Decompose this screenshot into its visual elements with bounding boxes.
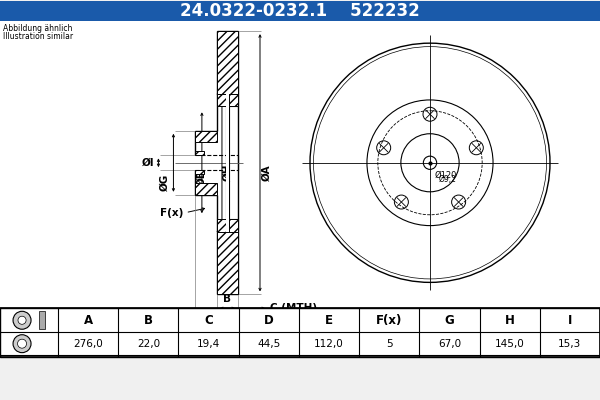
Text: 15,3: 15,3 <box>558 339 581 349</box>
Text: 24.0322-0232.1    522232: 24.0322-0232.1 522232 <box>180 2 420 20</box>
Text: ØE: ØE <box>197 170 207 186</box>
Text: A: A <box>83 314 92 327</box>
Bar <box>217 232 238 294</box>
Text: ØA: ØA <box>262 164 272 181</box>
Text: Ø120: Ø120 <box>435 171 457 180</box>
Bar <box>196 131 217 195</box>
Text: 112,0: 112,0 <box>314 339 344 349</box>
Text: 44,5: 44,5 <box>257 339 280 349</box>
Text: 145,0: 145,0 <box>495 339 524 349</box>
Circle shape <box>17 339 26 348</box>
Text: D: D <box>264 314 274 327</box>
Bar <box>39 311 45 329</box>
Bar <box>217 31 238 94</box>
Text: Illustration similar: Illustration similar <box>3 32 73 41</box>
Text: F(x): F(x) <box>160 208 184 218</box>
Bar <box>0 21 600 308</box>
Text: ØI: ØI <box>142 158 154 168</box>
Text: H: H <box>505 314 515 327</box>
Bar <box>0 308 600 357</box>
Bar <box>0 308 600 357</box>
Circle shape <box>13 335 31 353</box>
Text: 67,0: 67,0 <box>438 339 461 349</box>
Bar <box>196 131 217 142</box>
Circle shape <box>13 311 31 329</box>
Bar <box>229 220 238 232</box>
Text: ØH: ØH <box>223 164 233 182</box>
Text: B: B <box>223 294 232 304</box>
Text: I: I <box>568 314 572 327</box>
Text: G: G <box>445 314 454 327</box>
Bar <box>196 152 204 156</box>
Circle shape <box>18 316 26 324</box>
Text: Ø9,2: Ø9,2 <box>439 175 457 184</box>
Text: 22,0: 22,0 <box>137 339 160 349</box>
Text: C (MTH): C (MTH) <box>270 303 317 313</box>
Bar <box>229 94 238 106</box>
Text: 5: 5 <box>386 339 392 349</box>
Text: F(x): F(x) <box>376 314 403 327</box>
Bar <box>217 94 226 106</box>
Bar <box>196 170 204 174</box>
Text: 276,0: 276,0 <box>73 339 103 349</box>
Bar <box>226 94 229 232</box>
Text: B: B <box>144 314 153 327</box>
Text: 19,4: 19,4 <box>197 339 220 349</box>
Text: Abbildung ähnlich: Abbildung ähnlich <box>3 24 73 33</box>
Text: C: C <box>204 314 213 327</box>
Bar <box>217 220 226 232</box>
Text: E: E <box>325 314 333 327</box>
Bar <box>196 183 217 195</box>
Text: D: D <box>202 323 211 333</box>
Text: ØG: ØG <box>160 174 169 191</box>
Bar <box>0 1 600 21</box>
